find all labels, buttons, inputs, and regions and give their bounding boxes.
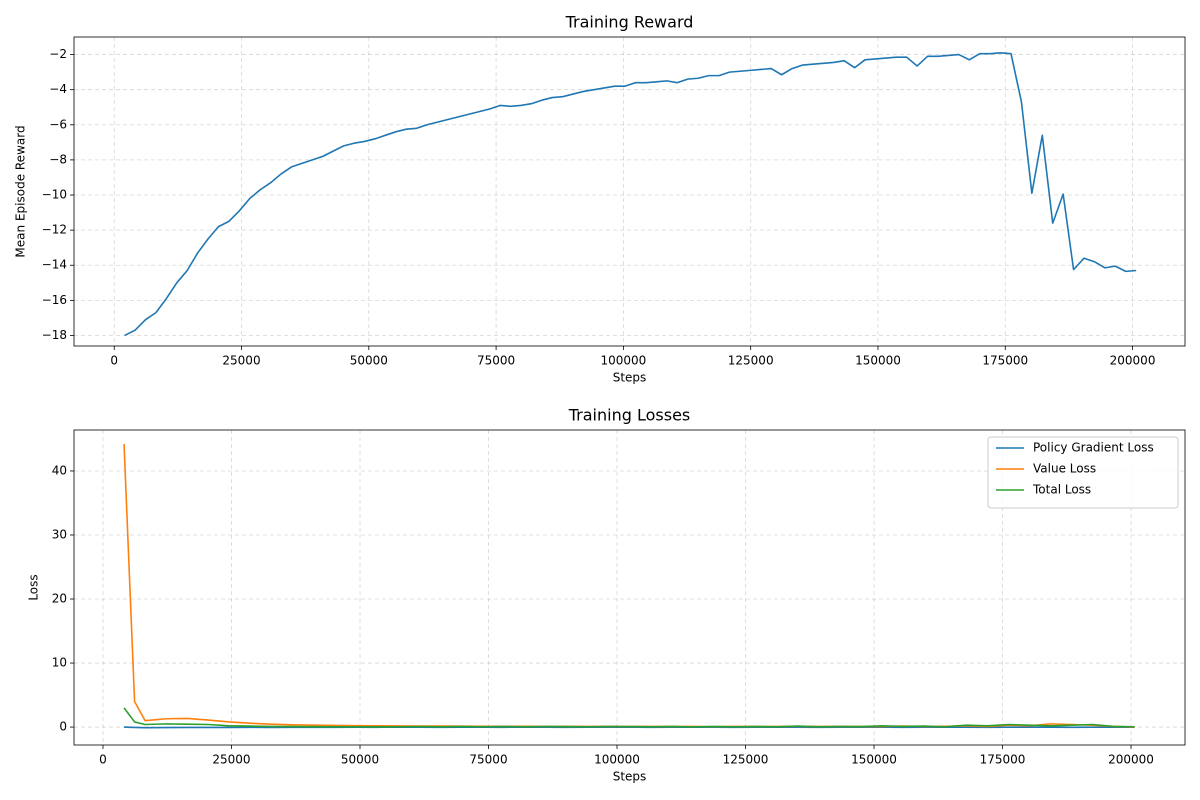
y-tick-label: −12 <box>42 223 67 237</box>
plot-frame <box>73 429 1186 746</box>
x-tick-label: 200000 <box>1110 354 1156 368</box>
x-tick-label: 0 <box>110 354 118 368</box>
x-tick-label: 75000 <box>477 354 515 368</box>
y-axis-label: Loss <box>27 574 41 600</box>
legend-label: Value Loss <box>1033 462 1096 476</box>
x-tick-label: 75000 <box>469 753 507 767</box>
y-tick-label: −4 <box>49 82 67 96</box>
y-tick-label: −16 <box>42 293 67 307</box>
y-tick-label: −14 <box>42 258 67 272</box>
y-tick-label: 10 <box>52 656 67 670</box>
x-tick-label: 50000 <box>341 753 379 767</box>
x-tick-label: 25000 <box>212 753 250 767</box>
legend-label: Policy Gradient Loss <box>1033 441 1154 455</box>
x-tick-label: 100000 <box>594 753 640 767</box>
x-tick-label: 150000 <box>855 354 901 368</box>
x-tick-label: 0 <box>99 753 107 767</box>
y-tick-label: 0 <box>59 720 67 734</box>
y-axis-label: Mean Episode Reward <box>14 125 28 257</box>
x-tick-label: 175000 <box>980 753 1026 767</box>
x-tick-label: 125000 <box>728 354 774 368</box>
x-tick-label: 25000 <box>222 354 260 368</box>
y-tick-label: 40 <box>52 463 67 477</box>
plot-frame <box>73 36 1186 347</box>
y-tick-label: 20 <box>52 592 67 606</box>
y-tick-label: −2 <box>49 47 67 61</box>
chart-title: Training Reward <box>565 13 694 32</box>
y-tick-label: −8 <box>49 152 67 166</box>
y-tick-label: −6 <box>49 117 67 131</box>
y-tick-label: −18 <box>42 328 67 342</box>
legend-box <box>987 436 1179 509</box>
x-axis-label: Steps <box>613 770 647 784</box>
x-tick-label: 200000 <box>1108 753 1154 767</box>
x-tick-label: 125000 <box>723 753 769 767</box>
data-line <box>123 444 1135 728</box>
x-axis-label: Steps <box>613 371 647 385</box>
data-line <box>124 52 1137 337</box>
x-tick-label: 150000 <box>851 753 897 767</box>
data-line <box>123 707 1135 728</box>
y-tick-label: 30 <box>52 528 67 542</box>
x-tick-label: 50000 <box>350 354 388 368</box>
y-tick-label: −10 <box>42 188 67 202</box>
legend: Policy Gradient Loss Value Loss Total Loss <box>987 436 1179 509</box>
x-tick-label: 100000 <box>600 354 646 368</box>
x-tick-label: 175000 <box>982 354 1028 368</box>
legend-label: Total Loss <box>1032 483 1091 497</box>
chart-title: Training Losses <box>568 406 691 425</box>
